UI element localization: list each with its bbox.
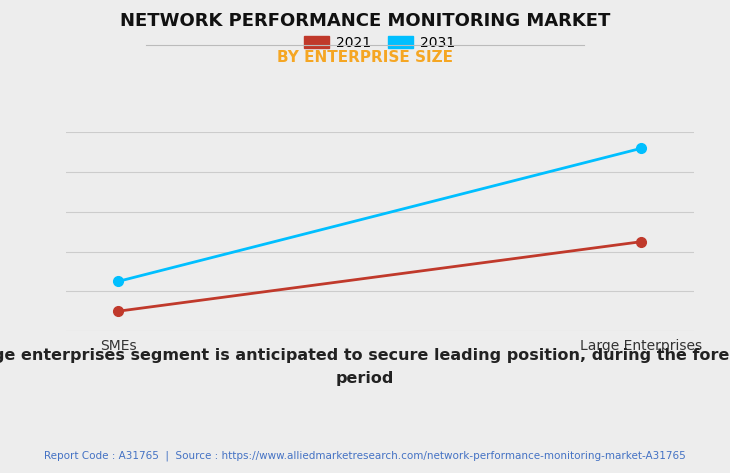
Text: Large enterprises segment is anticipated to secure leading position, during the : Large enterprises segment is anticipated…	[0, 348, 730, 363]
Text: NETWORK PERFORMANCE MONITORING MARKET: NETWORK PERFORMANCE MONITORING MARKET	[120, 12, 610, 30]
Text: period: period	[336, 371, 394, 386]
Legend: 2021, 2031: 2021, 2031	[299, 30, 461, 55]
Text: Report Code : A31765  |  Source : https://www.alliedmarketresearch.com/network-p: Report Code : A31765 | Source : https://…	[44, 451, 686, 461]
Text: BY ENTERPRISE SIZE: BY ENTERPRISE SIZE	[277, 50, 453, 65]
